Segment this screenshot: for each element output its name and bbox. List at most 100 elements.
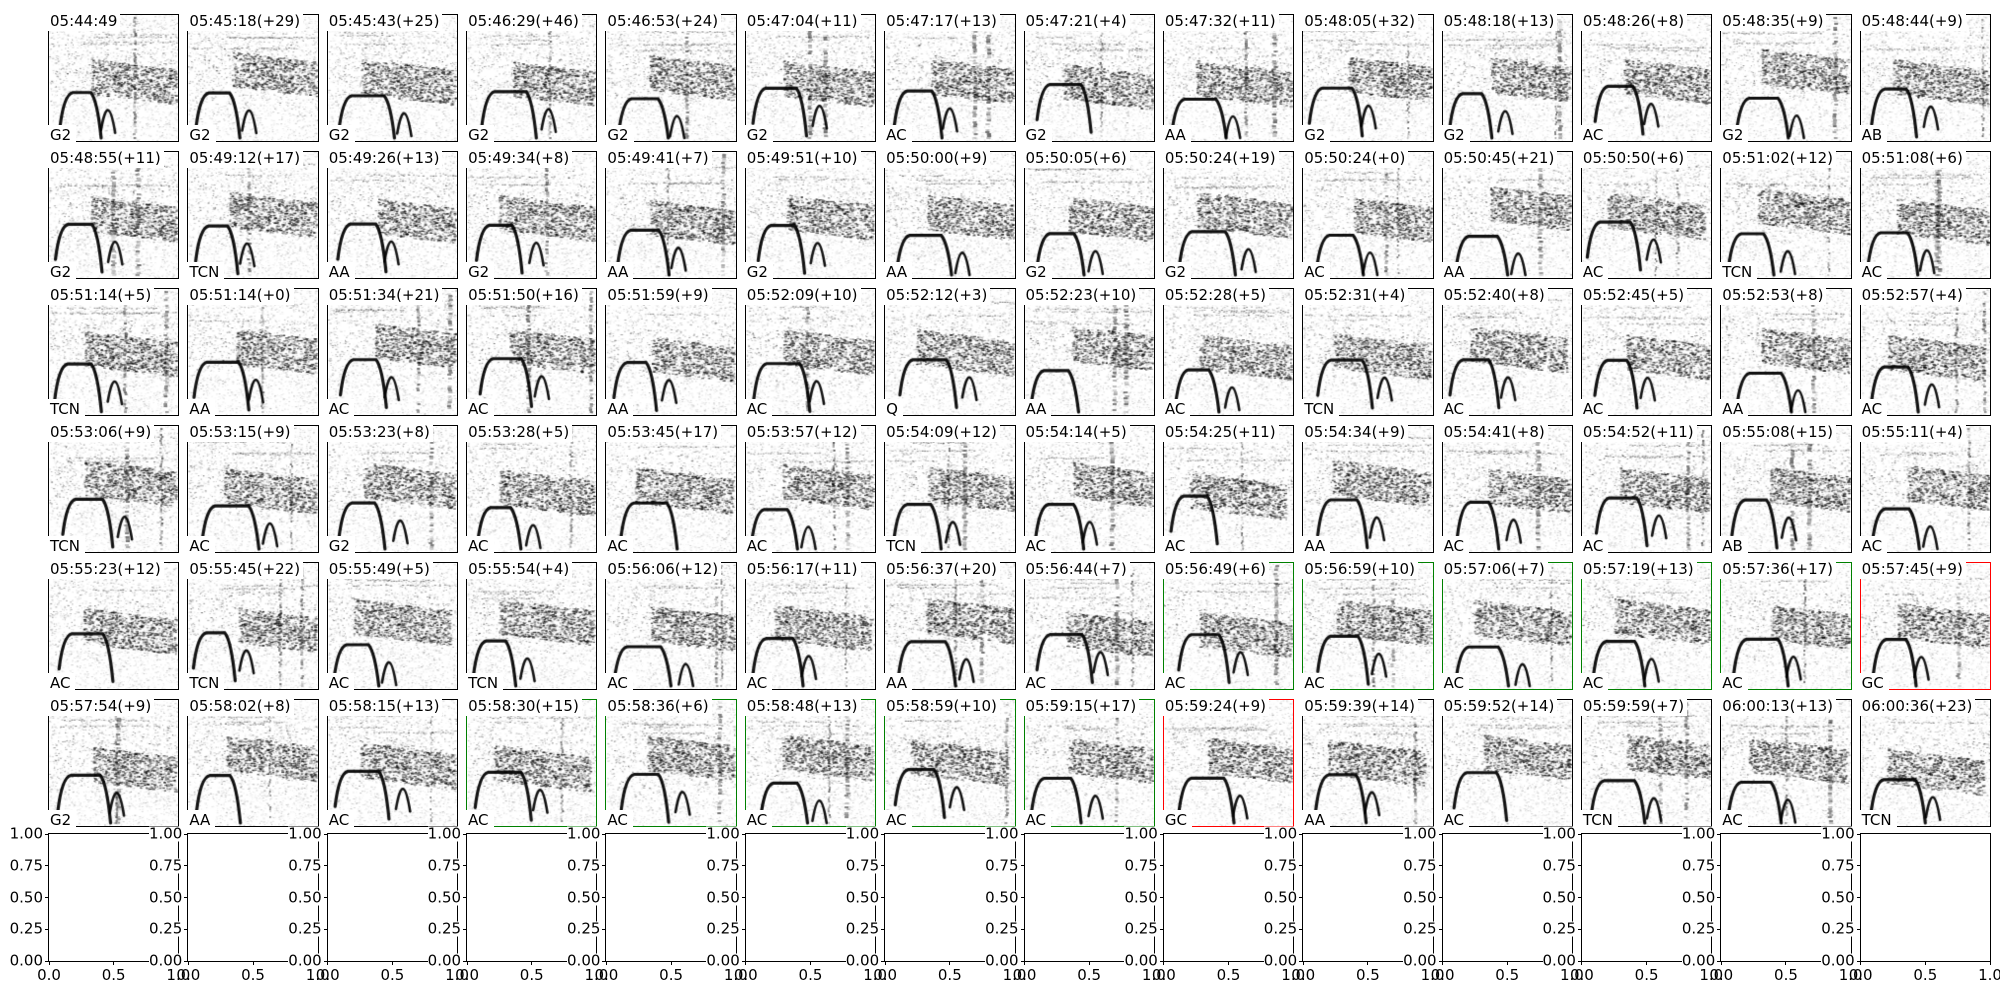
spectrogram-cell: 05:44:49 G2 — [48, 12, 180, 144]
y-tick-mark — [323, 833, 328, 835]
y-tick-mark — [881, 865, 886, 867]
cell-class-label: AC — [1441, 810, 1470, 829]
cell-timestamp: 05:51:08(+6) — [1859, 149, 1966, 168]
spectrogram-image — [49, 152, 179, 278]
x-tick-label: 1.0 — [863, 966, 888, 984]
y-tick-label: 0.25 — [1681, 919, 1716, 938]
spectrogram-image — [885, 289, 1015, 415]
spectrogram-image — [467, 563, 597, 689]
cell-class-label: AC — [1580, 262, 1609, 281]
cell-timestamp: 05:56:17(+11) — [744, 560, 861, 579]
cell-timestamp: 05:49:12(+17) — [187, 149, 304, 168]
cell-class-label: AC — [744, 673, 773, 692]
spectrogram-image — [1163, 289, 1294, 415]
spectrogram-image — [467, 15, 597, 141]
y-tick-label: 0.00 — [427, 951, 462, 970]
cell-timestamp: 05:48:35(+9) — [1720, 12, 1827, 31]
spectrogram-image — [188, 152, 318, 278]
y-tick-label: 1.00 — [9, 824, 43, 843]
cell-timestamp: 05:58:36(+6) — [605, 697, 712, 716]
cell-class-label: AC — [605, 673, 633, 692]
cell-class-label: G2 — [744, 125, 773, 144]
y-tick-label: 1.00 — [706, 824, 740, 843]
y-tick-label: 0.50 — [845, 888, 880, 906]
y-tick-label: 0.50 — [148, 888, 183, 906]
x-tick-mark — [1581, 961, 1583, 965]
cell-class-label: AB — [1859, 125, 1888, 144]
y-tick-mark — [741, 865, 746, 867]
y-tick-label: 0.75 — [1821, 856, 1855, 875]
x-tick-label: 1.0 — [1420, 966, 1445, 984]
x-tick-mark — [327, 961, 329, 965]
spectrogram-cell: 05:53:15(+9) AC — [187, 423, 319, 555]
cell-class-label: AA — [1441, 262, 1470, 281]
spectrogram-cell: 05:49:12(+17) TCN — [187, 149, 319, 281]
y-tick-label: 1.00 — [845, 824, 880, 843]
spectrogram-cell: 05:52:28(+5) AC — [1162, 286, 1295, 418]
y-tick-label: 0.75 — [427, 856, 462, 875]
y-tick-mark — [1577, 897, 1582, 898]
x-tick-label: 1.0 — [1281, 966, 1306, 984]
spectrogram-image — [49, 700, 179, 826]
cell-timestamp: 05:50:24(+0) — [1302, 149, 1409, 168]
cell-timestamp: 05:56:44(+7) — [1023, 560, 1130, 579]
spectrogram-cell: 06:00:36(+23) TCN — [1859, 697, 1991, 829]
spectrogram-image — [188, 426, 318, 552]
y-tick-mark — [1856, 928, 1861, 930]
y-tick-mark — [184, 865, 189, 867]
y-tick-label: 1.00 — [1124, 824, 1158, 843]
cell-timestamp: 05:48:26(+8) — [1580, 12, 1688, 31]
y-tick-label: 0.25 — [1124, 919, 1158, 938]
x-tick-mark — [252, 961, 254, 965]
y-tick-label: 0.00 — [9, 951, 43, 970]
cell-class-label: AC — [884, 810, 912, 829]
empty-axes-panel: 1.00 0.75 0.50 0.25 0.00 0.0 0.5 1.0 — [845, 826, 1026, 983]
x-tick-label: 0.5 — [519, 966, 544, 984]
cell-timestamp: 05:53:45(+17) — [605, 423, 722, 442]
spectrogram-image — [49, 563, 179, 689]
y-tick-label: 0.50 — [9, 888, 43, 906]
spectrogram-cell: 05:45:18(+29) G2 — [187, 12, 319, 144]
cell-class-label: G2 — [466, 125, 495, 144]
y-tick-label: 0.25 — [706, 919, 740, 938]
cell-class-label: AA — [187, 399, 216, 418]
x-tick-label: 0.0 — [1848, 966, 1873, 984]
cell-class-label: G2 — [744, 262, 773, 281]
spectrogram-cell: 06:00:13(+13) AC — [1720, 697, 1852, 829]
spectrogram-cell: 05:56:06(+12) AC — [605, 560, 737, 692]
x-tick-label: 0.0 — [1012, 966, 1037, 984]
y-tick-label: 0.25 — [427, 919, 462, 938]
x-tick-mark — [1228, 961, 1230, 965]
y-tick-label: 0.75 — [9, 856, 43, 875]
spectrogram-cell: 05:52:53(+8) AA — [1720, 286, 1852, 418]
y-tick-label: 0.50 — [1124, 888, 1158, 906]
x-tick-mark — [1367, 961, 1369, 965]
x-tick-label: 0.5 — [241, 966, 265, 984]
spectrogram-cell: 05:54:41(+8) AC — [1441, 423, 1573, 555]
cell-class-label: AA — [605, 262, 634, 281]
spectrogram-image — [1581, 426, 1712, 552]
spectrogram-image — [467, 426, 597, 552]
spectrogram-cell: 05:56:17(+11) AC — [744, 560, 877, 692]
spectrogram-image — [606, 563, 736, 689]
y-tick-mark — [184, 960, 189, 962]
x-tick-label: 1.0 — [1978, 966, 2000, 984]
y-tick-mark — [1299, 897, 1304, 898]
spectrogram-cell: 05:57:45(+9) GC — [1859, 560, 1991, 692]
y-tick-label: 1.00 — [288, 824, 322, 843]
y-tick-mark — [184, 928, 189, 930]
y-tick-label: 0.75 — [1403, 856, 1437, 875]
x-tick-mark — [1024, 961, 1025, 965]
cell-timestamp: 05:57:06(+7) — [1441, 560, 1548, 579]
spectrogram-image — [1442, 152, 1572, 278]
cell-class-label: AC — [187, 536, 215, 555]
cell-class-label: G2 — [187, 125, 216, 144]
x-tick-mark — [1785, 961, 1787, 965]
spectrogram-cell: 05:53:28(+5) AC — [466, 423, 598, 555]
cell-class-label: AC — [48, 673, 76, 692]
spectrogram-cell: 05:54:34(+9) AA — [1302, 423, 1434, 555]
spectrogram-image — [606, 15, 736, 141]
cell-class-label: G2 — [1302, 125, 1331, 144]
cell-timestamp: 05:59:59(+7) — [1580, 697, 1688, 716]
